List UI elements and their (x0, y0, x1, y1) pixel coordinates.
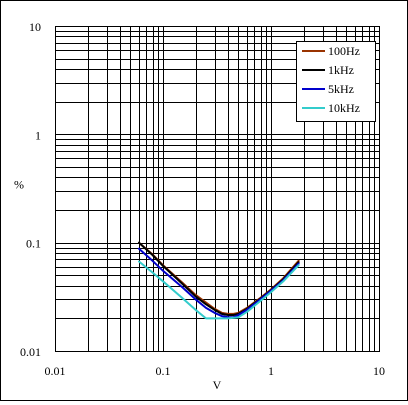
y-tick-label: 10 (29, 20, 41, 34)
x-tick-labels: 0.01 0.1 1 10 (45, 364, 386, 378)
plot-border (55, 26, 380, 352)
legend-label: 100Hz (328, 44, 360, 58)
series-line-5khz (138, 247, 300, 319)
series-layer (138, 241, 300, 320)
x-tick-label: 1 (268, 364, 274, 378)
legend: 100Hz 1kHz 5kHz 10kHz (296, 41, 376, 122)
legend-label: 1kHz (328, 63, 354, 77)
x-tick-label: 10 (373, 364, 385, 378)
y-tick-label: 1 (35, 128, 41, 142)
y-tick-label: 0.1 (26, 237, 41, 251)
x-tick-label: 0.01 (45, 364, 66, 378)
legend-label: 10kHz (328, 101, 360, 115)
y-tick-labels: 0.01 0.1 1 10 (20, 20, 41, 359)
series-line-10khz (138, 260, 300, 320)
y-axis-label: % (14, 177, 24, 191)
legend-label: 5kHz (328, 82, 354, 96)
x-tick-label: 0.1 (156, 364, 171, 378)
x-axis-label: V (213, 378, 222, 392)
y-tick-label: 0.01 (20, 345, 41, 359)
